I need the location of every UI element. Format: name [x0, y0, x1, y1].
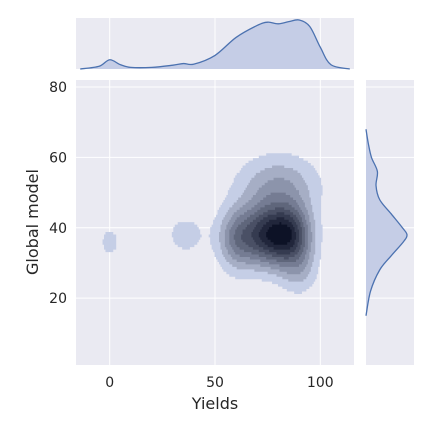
kde-contour-level-1 [102, 153, 323, 294]
y-marginal-density-fill [366, 129, 408, 316]
joint-panel [76, 80, 354, 365]
kde-contour-level-4 [229, 192, 308, 267]
kde-contours [102, 153, 323, 294]
y-marginal-panel [365, 80, 414, 365]
x-marginal-density-line [80, 19, 350, 70]
y-tick-label: 60 [49, 150, 67, 166]
kde-contour-level-8 [258, 217, 297, 250]
x-tick-label: 100 [307, 375, 334, 391]
x-tick-label: 0 [105, 375, 114, 391]
kde-contour-level-9 [266, 222, 292, 245]
y-axis-label: Global model [23, 169, 42, 275]
x-tick-label: 50 [206, 375, 224, 391]
x-tick-labels: 0 50 100 [105, 375, 333, 391]
x-marginal-density-fill [80, 19, 350, 69]
kde-contour-level-6 [241, 207, 302, 260]
kde-contour-level-2 [219, 165, 316, 282]
kde-contour-level-3 [224, 177, 313, 275]
kde-contour-level-7 [251, 212, 300, 255]
x-axis-label: Yields [191, 394, 238, 413]
y-tick-label: 80 [49, 80, 67, 96]
y-tick-label: 40 [49, 221, 67, 237]
y-tick-label: 20 [49, 291, 67, 307]
y-marginal-density-line [365, 129, 408, 316]
y-tick-labels: 20 40 60 80 [49, 80, 67, 307]
x-marginal-panel [76, 18, 354, 70]
